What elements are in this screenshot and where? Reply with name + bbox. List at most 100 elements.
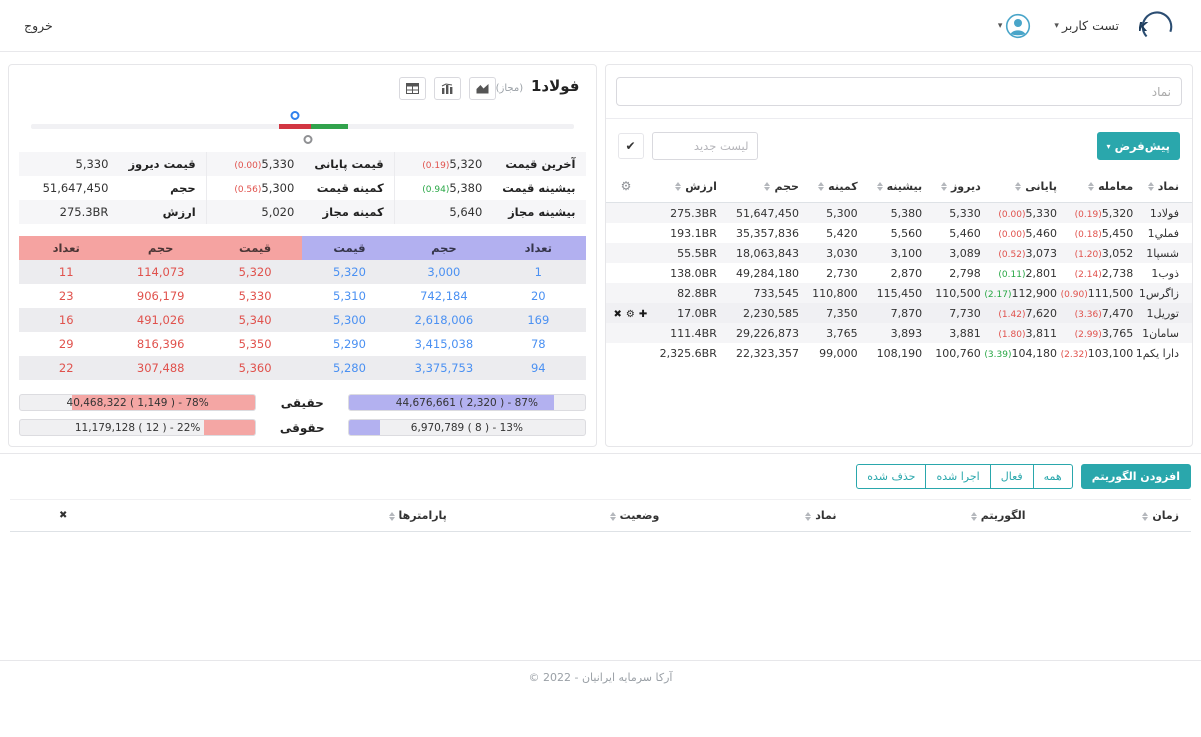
- price-label: کمینه قیمت: [316, 181, 384, 195]
- header-label: معامله: [1098, 179, 1134, 193]
- price-value: 5,640: [393, 200, 493, 224]
- symbol-cell: فولاد1: [1149, 206, 1179, 220]
- value-text: (1.20)3,052: [1074, 246, 1134, 260]
- orderbook-cell: 23: [58, 289, 74, 303]
- orderbook-row[interactable]: 1 3,000 5,320 5,320 114,073 11: [19, 260, 586, 284]
- volume-cell: 22,323,357: [735, 346, 799, 360]
- watchlist-header-1[interactable]: معامله: [1062, 170, 1140, 203]
- sort-icon: [876, 182, 883, 191]
- percent-change: (0.19): [422, 161, 450, 171]
- user-menu-label: تست کاربر: [1061, 18, 1119, 33]
- orderbook-cell: 16: [58, 313, 74, 327]
- percent-change: (0.00): [998, 209, 1026, 220]
- watchlist-row[interactable]: ذوب1 (2.14)2,738 (0.11)2,801 2,798 2,870 2,73…: [606, 263, 1193, 283]
- algo-filter-2[interactable]: اجرا شده: [925, 464, 991, 489]
- range-marker-bottom[interactable]: [303, 135, 313, 144]
- value-cell: 2,325.6BR: [659, 346, 717, 360]
- percent-change: (2.32): [1060, 349, 1088, 360]
- orderbook-cell: 816,396: [136, 337, 185, 351]
- algo-filter-1[interactable]: فعال: [989, 464, 1034, 489]
- orderbook-body: 1 3,000 5,320 5,320 114,073 11 20 742,184 5,310 5…: [19, 260, 586, 380]
- symbol-settings-icon[interactable]: ⚙: [625, 308, 635, 320]
- watchlist-header-7[interactable]: ارزش: [646, 170, 723, 203]
- low-cell: 99,000: [819, 346, 858, 360]
- yesterday-cell: 110,500: [935, 286, 981, 300]
- algo-header-1[interactable]: الگوریتم: [848, 499, 1038, 532]
- delete-symbol-icon[interactable]: ✖: [613, 308, 622, 320]
- price-value: (0.00)5,330: [205, 152, 305, 176]
- watchlist-row[interactable]: شسپا1 (1.20)3,052 (0.52)3,073 3,089 3,100 3,0…: [605, 243, 1192, 263]
- orderbook-row[interactable]: 94 3,375,753 5,280 5,360 307,488 22: [19, 356, 586, 380]
- algorithms-table: زمان الگوریتم نماد وضعیت پارامترها ✖: [10, 499, 1191, 532]
- avatar-menu[interactable]: ▾: [995, 13, 1032, 39]
- watchlist-row[interactable]: زاگرس1 (0.90)111,500 (2.17)112,900 110,500 1…: [605, 283, 1192, 303]
- price-value: 5,330: [19, 152, 118, 176]
- value-cell: 275.3BR: [670, 206, 717, 220]
- new-list-input[interactable]: [651, 132, 758, 160]
- watchlist-header-5[interactable]: کمینه: [804, 170, 864, 203]
- algo-filter-3[interactable]: حذف شده: [856, 464, 927, 489]
- add-order-icon[interactable]: ✚: [638, 308, 648, 320]
- high-cell: 5,380: [890, 206, 923, 220]
- header-label: نماد: [1157, 179, 1179, 193]
- watchlist-row[interactable]: فملي1 (0.18)5,450 (0.00)5,460 5,460 5,560 5,4…: [606, 223, 1193, 243]
- value-text: (0.94)5,380: [422, 181, 483, 195]
- watchlist-header-4[interactable]: بیشینه: [863, 170, 929, 203]
- range-track: [31, 111, 574, 144]
- algo-filter-0[interactable]: همه: [1032, 464, 1073, 489]
- table-view-button[interactable]: [398, 77, 426, 100]
- percent-change: (0.56): [234, 185, 262, 195]
- watchlist-header-2[interactable]: پایانی: [986, 170, 1063, 203]
- header-label: وضعیت: [619, 509, 660, 522]
- value-text: (0.19)5,320: [1074, 206, 1134, 220]
- logout-button[interactable]: خروج: [24, 18, 53, 33]
- close-cell: (2.17)112,900: [984, 283, 1063, 303]
- header-label: الگوریتم: [980, 509, 1026, 522]
- algo-remove-header[interactable]: ✖: [10, 499, 117, 532]
- watchlist-row[interactable]: فولاد1 (0.19)5,320 (0.00)5,330 5,330 5,380 5,…: [605, 202, 1192, 224]
- range-marker-top[interactable]: [290, 111, 300, 120]
- low-cell: 110,800: [812, 286, 858, 300]
- percent-change: (1.20): [1074, 249, 1102, 260]
- range-segment-negative: [278, 124, 311, 129]
- value-text: (0.19)5,320: [422, 157, 483, 171]
- watchlist-row[interactable]: دارا یکم1 (2.32)103,100 (3.39)104,180 100,7…: [606, 343, 1193, 363]
- header-label: پایانی: [1025, 179, 1057, 193]
- orderbook-row[interactable]: 78 3,415,038 5,290 5,350 816,396 29: [19, 332, 586, 356]
- watchlist-row[interactable]: سامان1 (2.99)3,765 (1.80)3,811 3,881 3,893 3,…: [605, 323, 1192, 343]
- algo-header-0[interactable]: زمان: [1037, 499, 1191, 532]
- watchlist-row[interactable]: توریل1 (3.36)7,470 (1.42)7,620 7,730 7,870 7,…: [605, 303, 1192, 323]
- orderbook-header-buy: قیمت: [302, 236, 397, 260]
- symbol-search-input[interactable]: [615, 77, 1182, 106]
- algo-header-2[interactable]: نماد: [671, 499, 849, 532]
- price-label: قیمت دیروز: [128, 157, 196, 171]
- close-cell: (0.00)5,330: [987, 203, 1063, 224]
- watchlist-header-3[interactable]: دیروز: [928, 170, 987, 203]
- algo-header-4[interactable]: پارامترها: [116, 499, 459, 532]
- algo-header-3[interactable]: وضعیت: [458, 499, 672, 532]
- default-list-button[interactable]: پیش‌فرض ▾: [1096, 132, 1180, 160]
- watchlist-header-0[interactable]: نماد: [1139, 170, 1192, 203]
- value-text: (1.42)7,620: [998, 306, 1057, 320]
- watchlist-header-6[interactable]: حجم: [722, 170, 805, 203]
- bar-chart-button[interactable]: [433, 77, 461, 100]
- stock-status-badge: (مجاز): [495, 83, 524, 94]
- sort-icon: [805, 511, 812, 521]
- user-menu[interactable]: تست کاربر ▾: [1051, 18, 1119, 33]
- watchlist-settings-header[interactable]: ⚙: [605, 170, 647, 203]
- logo-swoosh-icon: RK: [1139, 10, 1173, 37]
- orderbook-row[interactable]: 20 742,184 5,310 5,330 906,179 23: [19, 284, 586, 308]
- percent-change: (0.52): [998, 249, 1026, 260]
- percent-change: (0.18): [1074, 229, 1102, 240]
- area-chart-button[interactable]: [468, 77, 496, 100]
- low-cell: 5,420: [826, 226, 858, 240]
- yesterday-cell: 3,089: [949, 246, 981, 260]
- value-text: 51,647,450: [42, 181, 109, 195]
- close-cell: (0.00)5,460: [987, 223, 1063, 243]
- orderbook-row[interactable]: 169 2,618,006 5,300 5,340 491,026 16: [19, 308, 586, 332]
- symbol-cell: دارا یکم1: [1135, 346, 1179, 360]
- add-algorithm-button[interactable]: افزودن الگوریتم: [1080, 464, 1191, 489]
- confirm-list-button[interactable]: ✔: [617, 133, 644, 159]
- close-cell: (0.11)2,801: [987, 263, 1063, 283]
- orderbook-cell: 3,415,038: [414, 337, 474, 351]
